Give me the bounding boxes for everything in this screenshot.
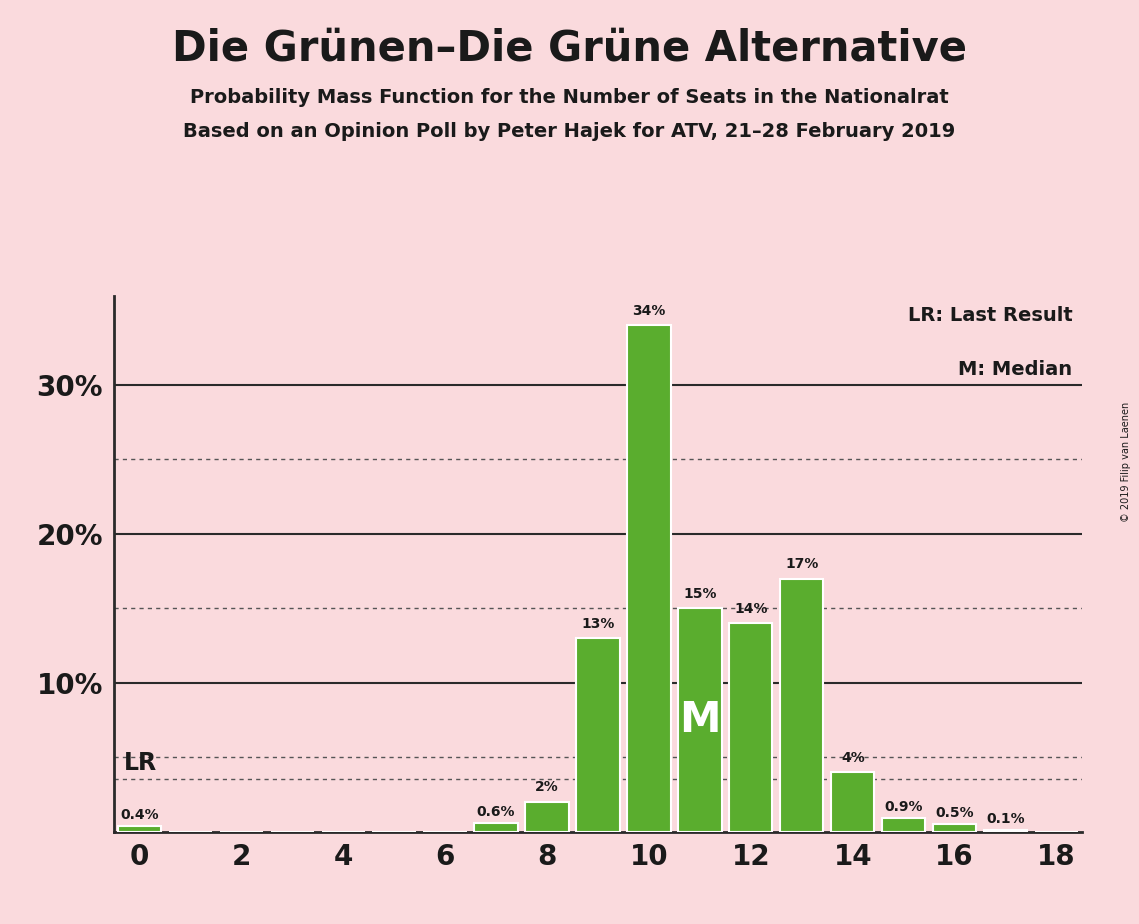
Text: Based on an Opinion Poll by Peter Hajek for ATV, 21–28 February 2019: Based on an Opinion Poll by Peter Hajek … (183, 122, 956, 141)
Bar (117, 826, 161, 832)
Bar (678, 608, 721, 832)
Bar (780, 578, 823, 832)
Text: 0.6%: 0.6% (477, 805, 515, 819)
Text: Probability Mass Function for the Number of Seats in the Nationalrat: Probability Mass Function for the Number… (190, 88, 949, 107)
Bar (525, 802, 568, 832)
Bar (933, 824, 976, 832)
Text: 0.1%: 0.1% (986, 812, 1025, 826)
Text: 13%: 13% (581, 616, 615, 630)
Text: 2%: 2% (535, 781, 559, 795)
Text: LR: Last Result: LR: Last Result (908, 307, 1073, 325)
Text: © 2019 Filip van Laenen: © 2019 Filip van Laenen (1121, 402, 1131, 522)
Text: 4%: 4% (841, 750, 865, 765)
Text: M: M (679, 699, 721, 741)
Bar (984, 830, 1027, 832)
Text: 14%: 14% (735, 602, 768, 615)
Text: 0.5%: 0.5% (935, 807, 974, 821)
Bar (475, 822, 518, 832)
Text: Die Grünen–Die Grüne Alternative: Die Grünen–Die Grüne Alternative (172, 28, 967, 69)
Text: 34%: 34% (632, 304, 665, 318)
Bar (729, 623, 772, 832)
Text: 0.9%: 0.9% (885, 800, 923, 814)
Bar (831, 772, 875, 832)
Text: LR: LR (124, 751, 157, 775)
Text: 17%: 17% (785, 557, 819, 571)
Bar (882, 819, 925, 832)
Text: 15%: 15% (683, 587, 716, 601)
Text: M: Median: M: Median (958, 360, 1073, 379)
Text: 0.4%: 0.4% (120, 808, 158, 822)
Bar (576, 638, 620, 832)
Bar (628, 325, 671, 832)
